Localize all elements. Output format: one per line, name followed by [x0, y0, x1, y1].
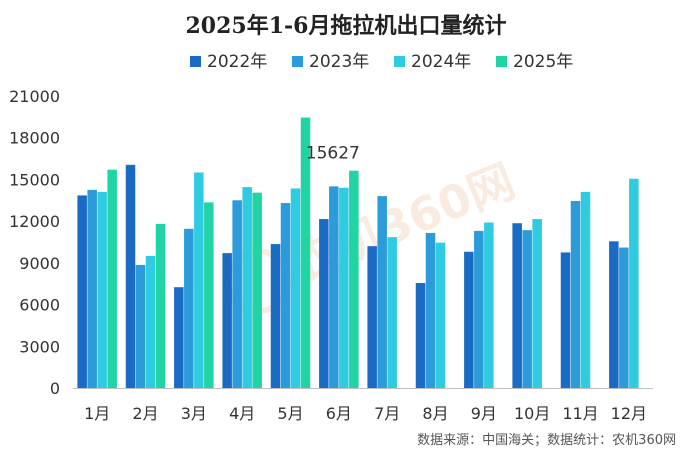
y-tick-label: 0 [50, 379, 60, 398]
bar [464, 251, 474, 388]
bar [280, 203, 291, 388]
y-axis: 0 3000 6000 9000 12000 15000 18000 21000 [9, 87, 60, 398]
x-tick-label: 11月 [562, 404, 598, 423]
legend-label: 2024年 [411, 52, 471, 72]
y-tick-label: 3000 [19, 337, 60, 356]
legend-swatch [292, 56, 303, 67]
bar [512, 223, 522, 388]
y-tick-label: 15000 [9, 170, 60, 189]
bar [290, 188, 301, 388]
y-tick-label: 9000 [19, 254, 60, 273]
legend-swatch [496, 56, 507, 67]
source-note: 数据来源：中国海关；数据统计：农机360网 [417, 433, 676, 448]
bar [425, 232, 436, 388]
x-tick-label: 4月 [229, 404, 255, 423]
bar [300, 117, 311, 389]
y-tick-label: 18000 [9, 129, 60, 148]
bar [484, 222, 494, 388]
bar [532, 219, 542, 388]
bar [629, 178, 639, 388]
bar [415, 283, 426, 388]
bar [125, 164, 136, 388]
bar [560, 252, 571, 388]
bar [155, 223, 166, 388]
x-tick-label: 10月 [514, 404, 550, 423]
bar [329, 186, 339, 388]
x-tick-label: 8月 [422, 404, 448, 423]
bar [435, 242, 446, 388]
legend: 2022年 2023年 2024年 2025年 [190, 52, 573, 72]
legend-swatch [190, 56, 201, 67]
bar [387, 237, 397, 388]
x-tick-label: 2月 [132, 404, 158, 423]
x-tick-label: 5月 [277, 404, 303, 423]
bar [619, 247, 629, 388]
bar [474, 230, 484, 388]
y-tick-label: 6000 [19, 296, 60, 315]
bar [107, 169, 117, 388]
x-tick-label: 1月 [84, 404, 110, 423]
bar [270, 244, 281, 388]
bar [77, 195, 87, 388]
bar [174, 287, 184, 388]
annotations: 15627 [306, 144, 360, 164]
x-tick-label: 3月 [181, 404, 207, 423]
bar [87, 189, 97, 388]
y-tick-label: 12000 [9, 212, 60, 231]
bars [77, 117, 639, 389]
bar [367, 246, 377, 388]
legend-label: 2022年 [207, 52, 267, 72]
legend-label: 2023年 [309, 52, 369, 72]
x-tick-label: 9月 [471, 404, 497, 423]
x-tick-label: 6月 [326, 404, 352, 423]
bar [97, 191, 107, 388]
bar [204, 202, 214, 388]
x-tick-label: 12月 [611, 404, 647, 423]
bar [580, 191, 591, 388]
bar [349, 170, 359, 388]
bar [194, 172, 204, 388]
bar [522, 230, 532, 388]
bar [319, 219, 329, 388]
bar [609, 241, 619, 388]
x-axis: 1月 2月 3月 4月 5月 6月 7月 8月 9月 10月 11月 12月 [73, 388, 653, 423]
y-tick-label: 21000 [9, 87, 60, 106]
bar [252, 192, 262, 388]
legend-label: 2025年 [513, 52, 573, 72]
bar [570, 200, 581, 388]
x-tick-label: 7月 [374, 404, 400, 423]
legend-swatch [394, 56, 405, 67]
bar [145, 255, 156, 388]
chart-title: 2025年1-6月拖拉机出口量统计 [186, 13, 507, 39]
bar [222, 253, 232, 388]
bar [232, 200, 242, 388]
bar [339, 187, 349, 388]
bar [242, 187, 252, 388]
data-label: 15627 [306, 144, 360, 164]
bar [377, 196, 387, 388]
bar [184, 228, 194, 388]
bar [135, 264, 146, 388]
